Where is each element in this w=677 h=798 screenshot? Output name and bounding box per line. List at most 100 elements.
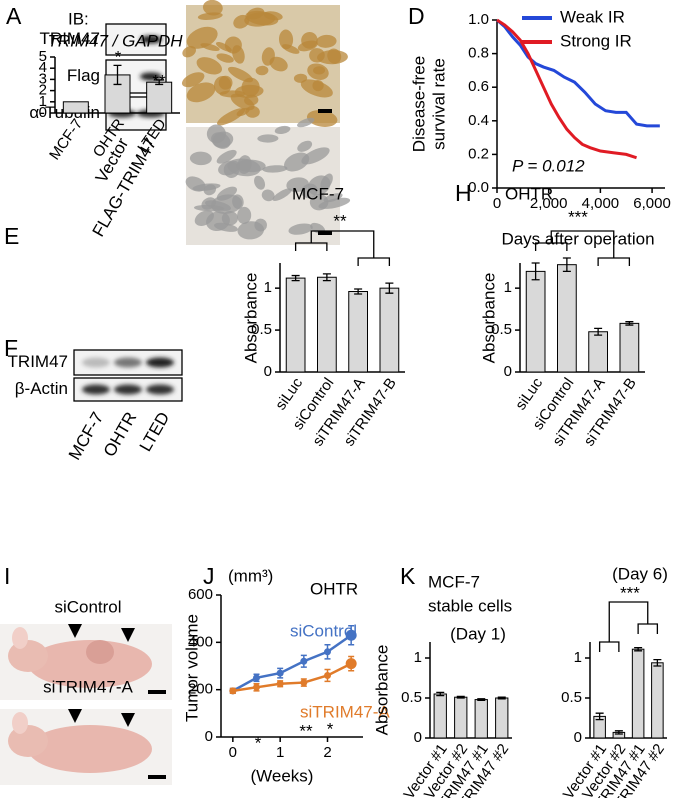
annotation: **: [333, 211, 347, 230]
point: [345, 629, 357, 641]
stain-blob: [316, 34, 337, 48]
mouse-label: siTRIM47-A: [43, 677, 133, 696]
stain-blob: [216, 149, 237, 164]
stain-blob: [323, 193, 343, 203]
lane-label: MCF-7: [65, 409, 107, 463]
stain-blob: [237, 206, 252, 225]
stain-blob: [263, 11, 283, 21]
bar: [348, 291, 368, 373]
stain-blob: [181, 72, 205, 88]
chart-subtitle: stable cells: [428, 596, 512, 615]
y-tick-label: 0.6: [468, 78, 489, 95]
stain-blob: [221, 210, 238, 226]
y-tick-label: 0.0: [468, 179, 489, 196]
blot-band: [146, 357, 174, 368]
stain-blob: [274, 125, 291, 134]
blot-band: [114, 357, 142, 368]
y-axis-label: Absorbance: [479, 273, 498, 364]
y-unit: (mm³): [228, 566, 273, 585]
y-tick-label: 1: [264, 279, 272, 296]
stain-blob: [282, 44, 300, 54]
scale-bar: [148, 775, 166, 779]
lane-label: LTED: [136, 409, 174, 455]
bar: [433, 693, 447, 739]
error-bar: [456, 695, 465, 699]
bar: [285, 277, 306, 373]
annotation: *: [327, 719, 334, 738]
survival-curve: [496, 18, 660, 128]
series-label: siTRIM47-A: [300, 702, 390, 721]
y-tick-label: 3: [39, 70, 47, 87]
blot-band: [114, 384, 142, 395]
lane-label: OHTR: [100, 409, 141, 460]
stain-blob: [237, 221, 265, 240]
panel-label: I: [4, 563, 10, 589]
bar: [557, 264, 577, 373]
error-bar: [614, 730, 623, 735]
y-tick-label: 0: [264, 363, 272, 380]
blot-band: [140, 35, 162, 44]
error-bar: [155, 79, 164, 86]
x-tick-label: 6,000: [633, 195, 671, 212]
stain-blob: [233, 14, 250, 29]
stain-blob: [312, 80, 324, 92]
y-tick-label: 0: [39, 104, 47, 121]
error-bar: [595, 712, 604, 721]
panel-label: D: [408, 3, 425, 29]
annotation: ***: [620, 583, 640, 602]
stain-blob: [186, 82, 216, 103]
stain-blob: [257, 134, 279, 143]
blot-band: [146, 384, 174, 395]
point: [276, 680, 284, 688]
stain-blob: [205, 200, 231, 211]
y-tick-label: 5: [39, 48, 47, 65]
stain-blob: [236, 107, 250, 117]
stain-blob: [269, 56, 288, 72]
y-axis-label: Absorbance: [372, 645, 391, 736]
bar: [525, 270, 546, 373]
stain-blob: [236, 159, 266, 173]
error-bar: [594, 327, 603, 336]
bracket: [598, 601, 659, 652]
chart-title: TRIM47 / GAPDH: [47, 31, 183, 50]
y-tick-label: 400: [188, 633, 213, 650]
bar: [146, 81, 173, 114]
stain-blob: [212, 131, 234, 148]
bracket: [294, 230, 391, 266]
annotation: **: [299, 721, 313, 740]
x-axis-label: Days after operation: [501, 229, 654, 248]
scale-bar: [148, 690, 166, 694]
mouse-body: [28, 640, 152, 688]
stain-blob: [200, 43, 220, 51]
x-tick-label: 4,000: [582, 195, 620, 212]
legend-label: Weak IR: [560, 7, 625, 26]
error-bar: [354, 288, 363, 295]
y-axis-label: Tumor volume: [182, 614, 201, 722]
panel-label: F: [4, 335, 18, 361]
stain-blob: [297, 140, 313, 152]
annotation: *: [255, 733, 262, 752]
scale-bar: [318, 231, 332, 235]
y-tick-label: 0.5: [561, 689, 582, 706]
legend-label: Strong IR: [560, 31, 632, 50]
error-bar: [477, 698, 486, 702]
bar: [474, 699, 488, 739]
arrowhead: [68, 709, 82, 723]
stain-blob: [261, 47, 275, 66]
stain-blob: [278, 29, 294, 50]
series-label: siControl: [290, 621, 357, 640]
error-bar: [497, 696, 506, 700]
point: [300, 679, 308, 687]
y-tick-label: 2: [39, 82, 47, 99]
point: [253, 683, 260, 691]
error-bar: [291, 274, 300, 282]
blot-row-label: TRIM47: [8, 352, 68, 371]
arrowhead: [121, 628, 135, 642]
chart-title: MCF-7: [428, 572, 480, 591]
panel-label: A: [6, 3, 22, 29]
series-line: [232, 634, 352, 692]
mouse-ear: [12, 712, 28, 734]
point: [324, 671, 331, 679]
blot-band: [82, 357, 110, 368]
